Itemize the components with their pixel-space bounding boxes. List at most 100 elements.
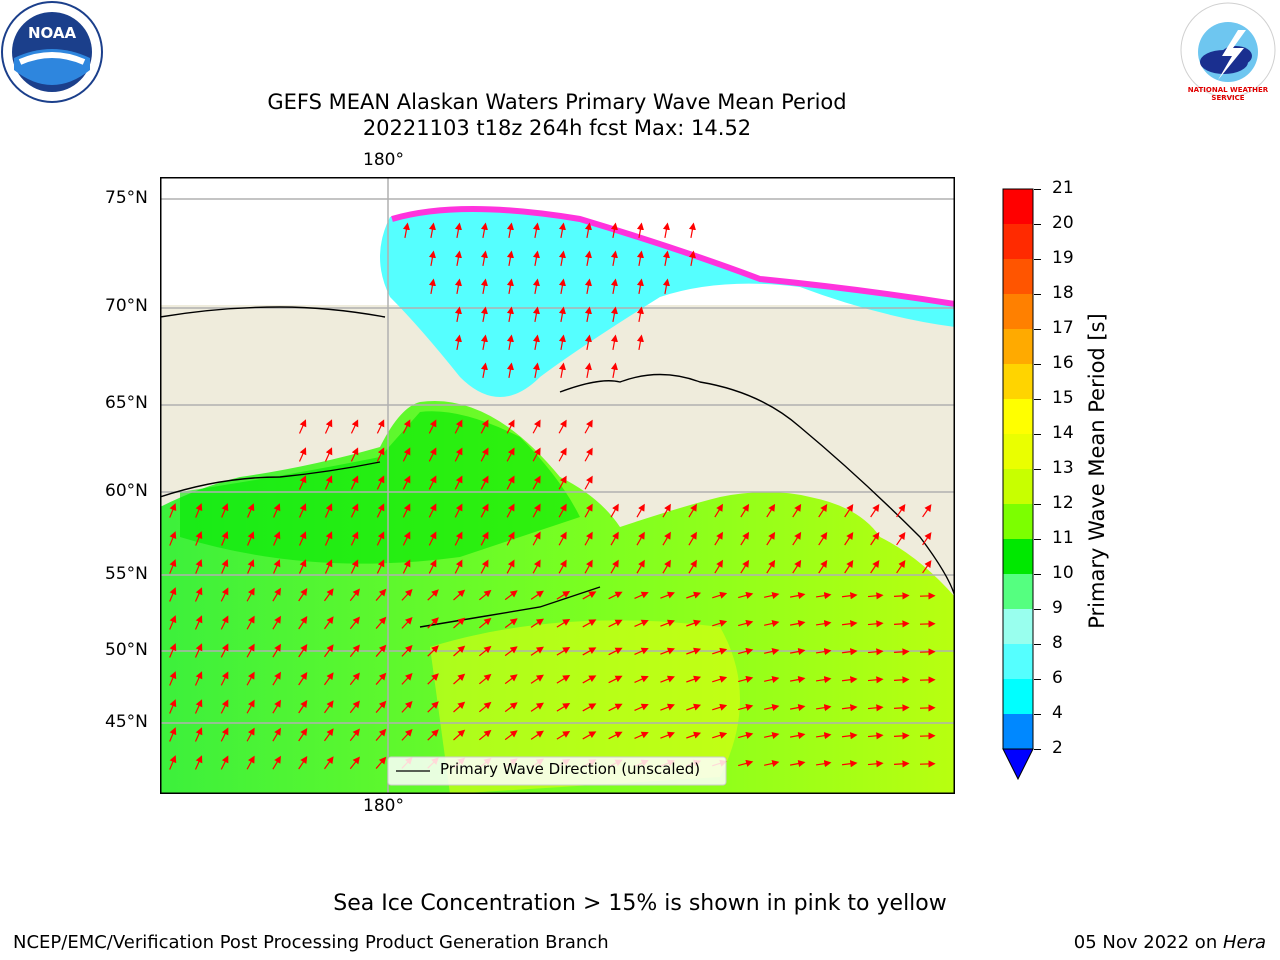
wave-arrow	[532, 306, 540, 323]
wave-arrow	[815, 732, 832, 740]
wave-arrow	[349, 588, 360, 602]
wave-arrow	[480, 250, 488, 267]
colorbar-segment	[1003, 399, 1033, 434]
wave-arrow	[480, 503, 489, 518]
wave-arrow	[194, 643, 203, 658]
wave-arrow	[636, 250, 644, 267]
wave-arrow	[764, 731, 780, 739]
wave-arrow	[376, 447, 385, 462]
lat-label: 70°N	[105, 296, 148, 316]
wave-arrow	[401, 588, 413, 601]
wave-arrow	[584, 306, 592, 323]
wave-arrow	[246, 699, 255, 714]
wave-arrow	[584, 334, 592, 351]
wave-arrow	[766, 503, 776, 518]
wave-arrow	[220, 643, 229, 658]
wave-arrow	[582, 619, 597, 628]
colorbar-tick-mark	[1034, 609, 1041, 610]
wave-arrow	[402, 222, 410, 239]
wave-arrow	[740, 503, 750, 518]
wave-arrow	[789, 648, 806, 656]
wave-arrow	[789, 592, 806, 600]
wave-arrow	[506, 334, 514, 351]
wave-arrow	[194, 699, 203, 714]
wave-arrow	[169, 559, 177, 574]
wave-arrow	[273, 559, 281, 574]
wave-arrow	[792, 559, 802, 574]
wave-arrow	[610, 334, 618, 351]
wave-arrow	[402, 475, 411, 490]
wave-arrow	[350, 475, 359, 490]
wave-arrow	[453, 617, 466, 629]
wave-arrow	[844, 531, 854, 546]
wave-arrow	[350, 531, 359, 546]
colorbar-tick-label: 9	[1052, 598, 1063, 618]
wave-arrow	[789, 732, 806, 740]
wave-arrow	[454, 559, 463, 574]
wave-arrow	[792, 531, 802, 546]
wave-arrow	[870, 560, 880, 574]
wave-arrow	[738, 647, 754, 655]
wave-arrow	[478, 645, 492, 657]
wave-arrow	[636, 531, 645, 546]
wave-arrow	[532, 334, 540, 351]
colorbar-segment	[1003, 644, 1033, 679]
wave-arrow	[893, 592, 910, 600]
wave-arrow	[221, 559, 229, 574]
wave-arrow	[841, 648, 858, 656]
wave-arrow	[738, 759, 754, 767]
wave-arrow	[556, 674, 571, 684]
wave-arrow	[662, 250, 670, 267]
wave-arrow	[298, 755, 308, 770]
wave-arrow	[532, 475, 541, 490]
wave-arrow	[401, 672, 413, 685]
wave-arrow	[220, 615, 229, 630]
wave-arrow	[349, 728, 360, 742]
wave-arrow	[532, 531, 541, 546]
wave-arrow	[712, 703, 728, 711]
wave-arrow	[402, 531, 411, 546]
wave-arrow	[401, 700, 413, 713]
wave-arrow	[504, 590, 518, 601]
wave-arrow	[273, 531, 281, 546]
wave-arrow	[532, 250, 540, 267]
wave-arrow	[634, 703, 649, 712]
wave-arrow	[194, 727, 203, 742]
wave-arrow	[324, 700, 334, 714]
wave-arrow	[428, 222, 436, 239]
wave-arrow	[608, 591, 623, 600]
wave-arrow	[428, 475, 437, 490]
wave-arrow	[662, 278, 670, 295]
wave-arrow	[530, 730, 544, 740]
wave-arrow	[480, 475, 489, 490]
colorbar-segment	[1003, 539, 1033, 574]
wave-arrow	[712, 675, 728, 683]
colorbar-segment	[1003, 294, 1033, 329]
wave-arrow	[350, 503, 359, 518]
wave-arrow	[789, 704, 806, 712]
wave-arrow	[428, 278, 436, 295]
wave-arrow	[584, 362, 592, 379]
wave-arrow	[349, 672, 360, 686]
wave-arrow	[349, 700, 360, 714]
wave-arrow	[324, 756, 334, 770]
wave-arrow	[194, 615, 203, 630]
lat-label: 75°N	[105, 188, 148, 208]
wave-arrow	[558, 559, 567, 574]
wave-arrow	[738, 591, 754, 599]
colorbar-segment	[1003, 679, 1033, 714]
graticule	[160, 177, 955, 794]
wave-arrow	[841, 704, 858, 712]
colorbar-segment	[1003, 189, 1033, 224]
wave-arrow	[169, 671, 177, 686]
wave-arrow	[532, 559, 541, 574]
wave-arrow	[688, 222, 696, 239]
colorbar-tick-mark	[1034, 224, 1041, 225]
wave-arrow	[844, 503, 854, 518]
wave-arrow	[530, 702, 544, 712]
wave-arrow	[584, 222, 592, 239]
wave-arrow	[610, 559, 619, 574]
wave-arrow	[480, 419, 489, 434]
wave-arrow	[815, 760, 832, 768]
wave-arrow	[766, 531, 776, 546]
